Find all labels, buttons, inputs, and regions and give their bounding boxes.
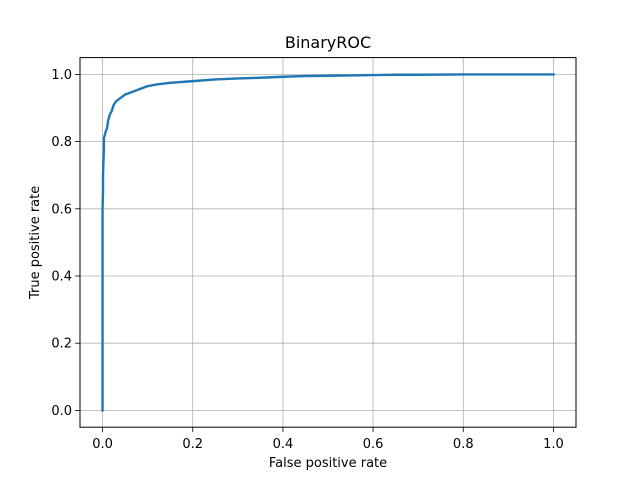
chart-title: BinaryROC: [285, 33, 371, 52]
plot-frame: [79, 57, 577, 428]
x-tick-label: 0.2: [182, 437, 203, 452]
x-tick-label: 0.4: [273, 437, 294, 452]
y-tick-label: 0.0: [51, 404, 72, 419]
x-axis-label: False positive rate: [269, 456, 387, 471]
x-tick-label: 0.0: [92, 437, 113, 452]
y-tick-label: 0.2: [51, 337, 72, 352]
y-tick-label: 0.4: [51, 270, 72, 285]
x-axis-ticks: 0.0 0.2 0.4 0.6 0.8 1.0: [92, 427, 564, 452]
x-tick-label: 0.6: [363, 437, 384, 452]
y-axis-label: True positive rate: [28, 186, 43, 300]
series-layer: [101, 73, 555, 412]
y-tick-label: 0.6: [51, 202, 72, 217]
y-tick-label: 0.8: [51, 135, 72, 150]
grid: [80, 57, 576, 428]
x-tick-label: 1.0: [543, 437, 564, 452]
y-tick-label: 1.0: [51, 68, 72, 83]
roc-curve-line: [101, 73, 555, 412]
x-tick-label: 0.8: [453, 437, 474, 452]
y-axis-ticks: 0.0 0.2 0.4 0.6 0.8 1.0: [51, 68, 80, 419]
